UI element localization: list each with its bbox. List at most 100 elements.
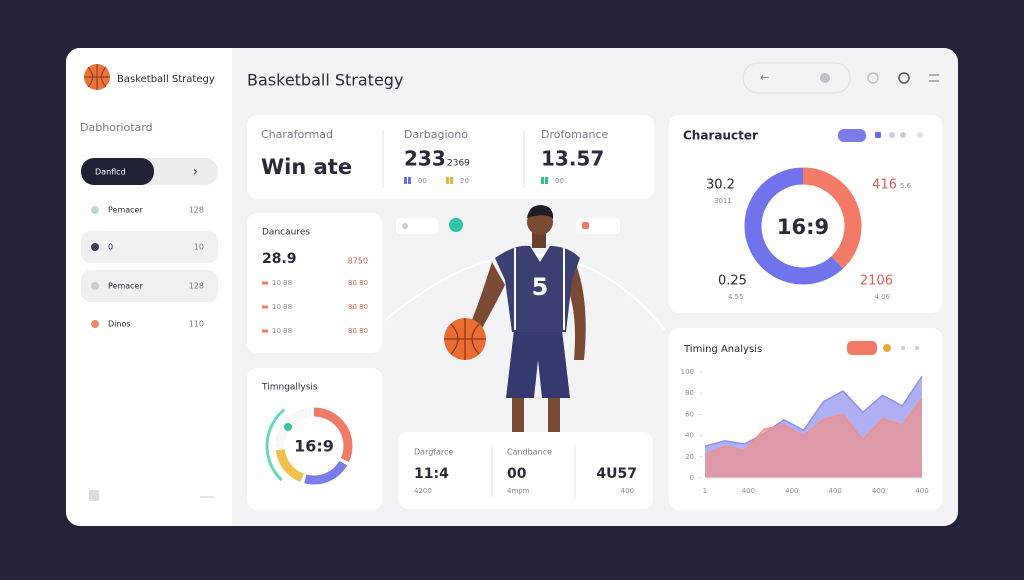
leg	[548, 395, 560, 432]
summary-card	[247, 213, 382, 353]
legend-dot	[875, 132, 881, 138]
jersey	[495, 245, 580, 332]
y-tick-label: 100	[681, 368, 694, 376]
clock-icon[interactable]	[898, 72, 910, 84]
stat-sub: 4mpm	[507, 487, 530, 495]
y-tick-label: 40	[685, 432, 694, 440]
stat-label: Darbagiono	[404, 128, 468, 141]
jersey-number: 5	[532, 273, 549, 301]
player: 5	[444, 205, 586, 432]
nav-label: Pemacer	[108, 206, 143, 215]
character-card	[669, 115, 942, 313]
area-line	[704, 398, 923, 456]
nav-row[interactable]	[81, 270, 218, 302]
stat-label: Dargfarce	[414, 448, 454, 457]
nav-row[interactable]	[81, 231, 218, 263]
nav-value: 128	[189, 282, 204, 291]
filter-pill[interactable]	[838, 129, 866, 142]
tag[interactable]	[396, 218, 438, 234]
area-line	[704, 375, 923, 447]
donut-sub: 3011	[714, 197, 732, 205]
tag-dot	[582, 222, 589, 229]
donut-center: 16:9	[777, 215, 829, 239]
nav-arrow: ›	[193, 165, 198, 179]
legend-swatch	[450, 177, 453, 184]
y-tick-label: 80	[685, 389, 694, 397]
donut-sub: 4.55	[728, 293, 744, 301]
footer-icon	[89, 490, 99, 501]
stat-value: 4U57	[596, 466, 637, 482]
legend-label: 00	[418, 177, 427, 185]
card-side: 8750	[348, 257, 368, 266]
area-chart: 0 20 40 60 80 100 1 400 400 400 400 400	[681, 368, 929, 495]
nav-active[interactable]	[81, 158, 154, 185]
hair	[527, 205, 554, 219]
row-value: 80 80	[348, 303, 368, 311]
donut-label: 2106	[860, 274, 893, 289]
back-icon[interactable]: ←	[760, 71, 769, 84]
nav-icon	[91, 320, 99, 328]
card-title: Timngallysis	[261, 383, 318, 393]
nav-value: 10	[194, 243, 204, 252]
row-label: 10 88	[272, 279, 292, 287]
search-box[interactable]	[742, 62, 851, 94]
ring-segment	[304, 460, 348, 485]
y-tick-label: 0	[690, 474, 694, 482]
donut-segment	[802, 167, 862, 269]
nav-items: Pemacer 128 0 10 Pemacer 128 Dinos 110	[81, 206, 218, 329]
card-rows: 10 88 80 80 10 88 80 80 10 88 80 80	[262, 279, 368, 335]
x-tick-label: 400	[742, 487, 755, 495]
nav-value: 128	[189, 206, 204, 215]
x-tick-label: 400	[872, 487, 885, 495]
y-tick-label: 20	[685, 453, 694, 461]
ring	[265, 407, 353, 485]
jersey-trim	[514, 248, 565, 330]
nav-value: 110	[189, 320, 204, 329]
donut-label: 416	[872, 178, 897, 193]
stat-sub: 2369	[447, 159, 470, 169]
stat-sub: 400	[621, 487, 634, 495]
x-tick-label: 400	[915, 487, 928, 495]
stat-value: 13.57	[541, 147, 604, 171]
stat-value: Win ate	[261, 155, 352, 179]
legend-dot	[900, 132, 906, 138]
card-title: Charaucter	[683, 129, 758, 143]
ball-lines	[444, 318, 486, 360]
shorts	[506, 330, 570, 398]
ring-outer	[265, 408, 286, 482]
card-title: Dancaures	[262, 228, 310, 238]
stat-card	[247, 115, 654, 199]
legend-dot	[883, 344, 891, 352]
page-title: Basketball Strategy	[247, 71, 403, 90]
bell-icon[interactable]	[867, 72, 879, 84]
x-tick-label: 400	[829, 487, 842, 495]
brand: Basketball Strategy	[117, 74, 215, 85]
nav-label: Dinos	[108, 320, 131, 329]
stat-sub: 4200	[414, 487, 432, 495]
search-icon[interactable]	[820, 73, 830, 83]
y-tick-label: 60	[685, 410, 694, 418]
tag-dot	[402, 223, 408, 229]
ring-segment	[313, 407, 353, 463]
legend-swatch	[408, 177, 411, 184]
ring-dot	[284, 423, 292, 431]
ring-center: 16:9	[294, 437, 334, 456]
donut-segment	[744, 167, 844, 285]
section-label: Dabhoriotard	[80, 121, 153, 134]
donut-sub: 4.06	[874, 293, 890, 301]
legend-swatch	[541, 177, 544, 184]
bottom-card	[398, 432, 653, 509]
row-marker	[262, 329, 268, 333]
legend-swatch	[404, 177, 407, 184]
stat-label: Charaformad	[261, 128, 333, 141]
leg	[512, 395, 524, 432]
stat-label: Drofomance	[541, 128, 609, 141]
stat-value: 00	[507, 466, 527, 482]
filter-pill[interactable]	[847, 341, 877, 355]
legend-dot	[915, 346, 919, 350]
area	[705, 398, 922, 478]
row-marker	[262, 281, 268, 285]
menu-icon[interactable]	[929, 74, 939, 82]
